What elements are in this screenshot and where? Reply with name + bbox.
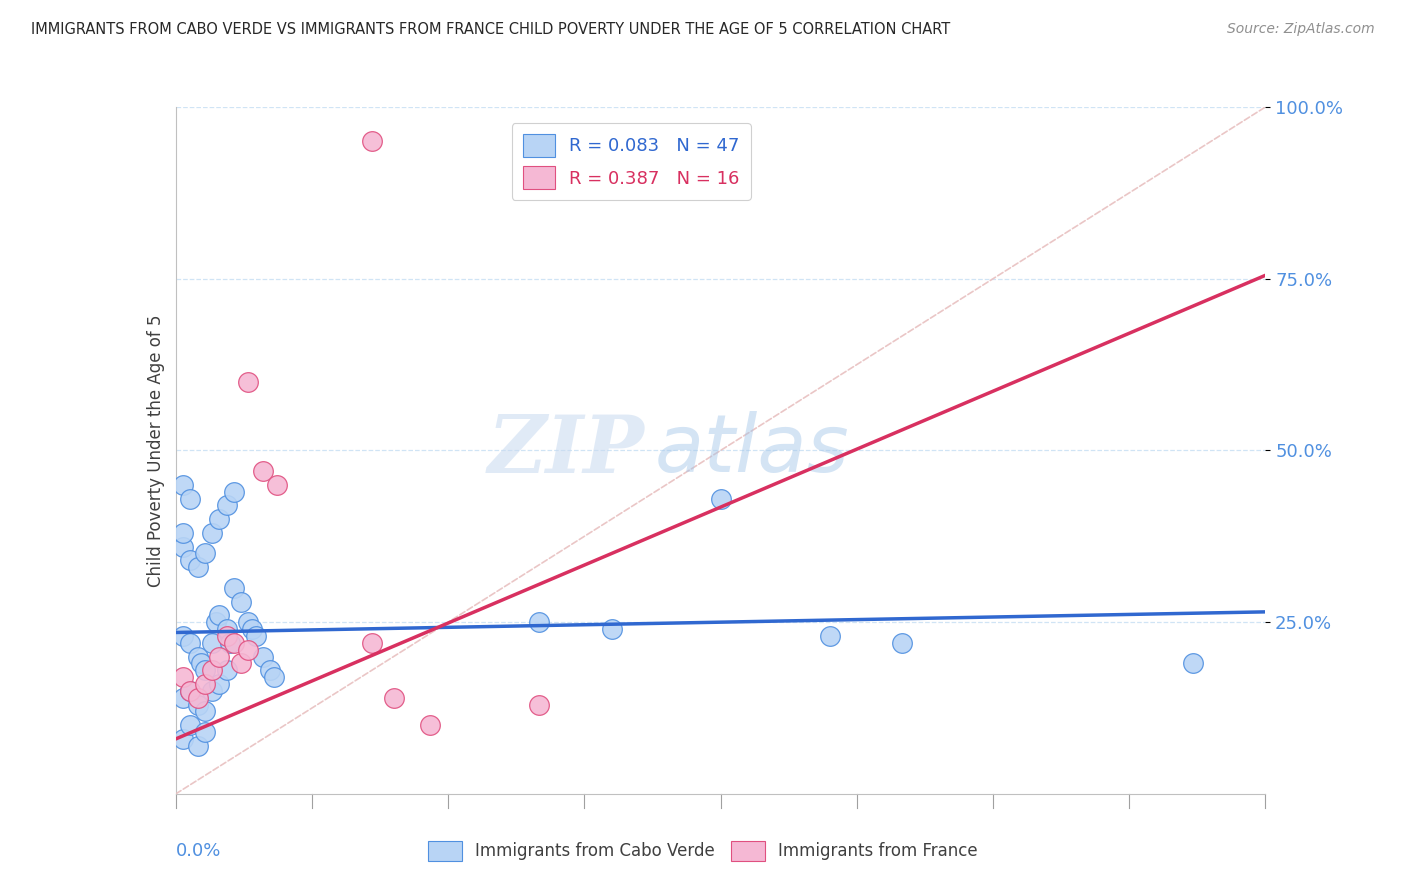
Point	[419, 718, 441, 732]
Point	[179, 553, 201, 567]
Point	[382, 690, 405, 705]
Point	[201, 636, 224, 650]
Point	[222, 636, 245, 650]
Point	[208, 512, 231, 526]
Point	[172, 540, 194, 554]
Point	[238, 642, 260, 657]
Point	[194, 705, 217, 719]
Y-axis label: Child Poverty Under the Age of 5: Child Poverty Under the Age of 5	[146, 314, 165, 587]
Point	[891, 636, 914, 650]
Point	[1181, 657, 1204, 671]
Point	[179, 636, 201, 650]
Point	[172, 731, 194, 746]
Point	[186, 739, 209, 753]
Point	[222, 484, 245, 499]
Point	[215, 499, 238, 513]
Text: atlas: atlas	[655, 411, 851, 490]
Text: Source: ZipAtlas.com: Source: ZipAtlas.com	[1227, 22, 1375, 37]
Point	[252, 649, 274, 664]
Point	[818, 629, 841, 643]
Point	[252, 464, 274, 478]
Point	[194, 725, 217, 739]
Point	[215, 663, 238, 677]
Point	[194, 663, 217, 677]
Point	[186, 698, 209, 712]
Point	[231, 594, 253, 608]
Point	[245, 629, 267, 643]
Point	[360, 636, 382, 650]
Point	[172, 629, 194, 643]
Point	[240, 622, 263, 636]
Legend: R = 0.083   N = 47, R = 0.387   N = 16: R = 0.083 N = 47, R = 0.387 N = 16	[512, 123, 751, 200]
Point	[186, 649, 209, 664]
Point	[172, 525, 194, 540]
Point	[172, 670, 194, 684]
Point	[179, 718, 201, 732]
Point	[527, 615, 550, 630]
Point	[201, 663, 224, 677]
Point	[194, 677, 217, 691]
Point	[219, 636, 242, 650]
Point	[222, 581, 245, 595]
Point	[215, 629, 238, 643]
Point	[238, 615, 260, 630]
Point	[266, 478, 288, 492]
Point	[259, 663, 281, 677]
Point	[231, 657, 253, 671]
Point	[190, 657, 212, 671]
Point	[204, 615, 226, 630]
Point	[208, 677, 231, 691]
Point	[186, 560, 209, 574]
Point	[201, 525, 224, 540]
Point	[208, 649, 231, 664]
Point	[179, 683, 201, 698]
Point	[527, 698, 550, 712]
Point	[238, 375, 260, 389]
Point	[263, 670, 285, 684]
Point	[172, 478, 194, 492]
Point	[194, 546, 217, 561]
Text: ZIP: ZIP	[488, 412, 644, 489]
Point	[215, 622, 238, 636]
Point	[208, 608, 231, 623]
Text: 0.0%: 0.0%	[176, 842, 221, 860]
Point	[600, 622, 623, 636]
Point	[179, 491, 201, 506]
Legend: Immigrants from Cabo Verde, Immigrants from France: Immigrants from Cabo Verde, Immigrants f…	[422, 834, 984, 868]
Point	[360, 134, 382, 148]
Point	[172, 690, 194, 705]
Text: IMMIGRANTS FROM CABO VERDE VS IMMIGRANTS FROM FRANCE CHILD POVERTY UNDER THE AGE: IMMIGRANTS FROM CABO VERDE VS IMMIGRANTS…	[31, 22, 950, 37]
Point	[179, 683, 201, 698]
Point	[710, 491, 733, 506]
Point	[186, 690, 209, 705]
Point	[201, 683, 224, 698]
